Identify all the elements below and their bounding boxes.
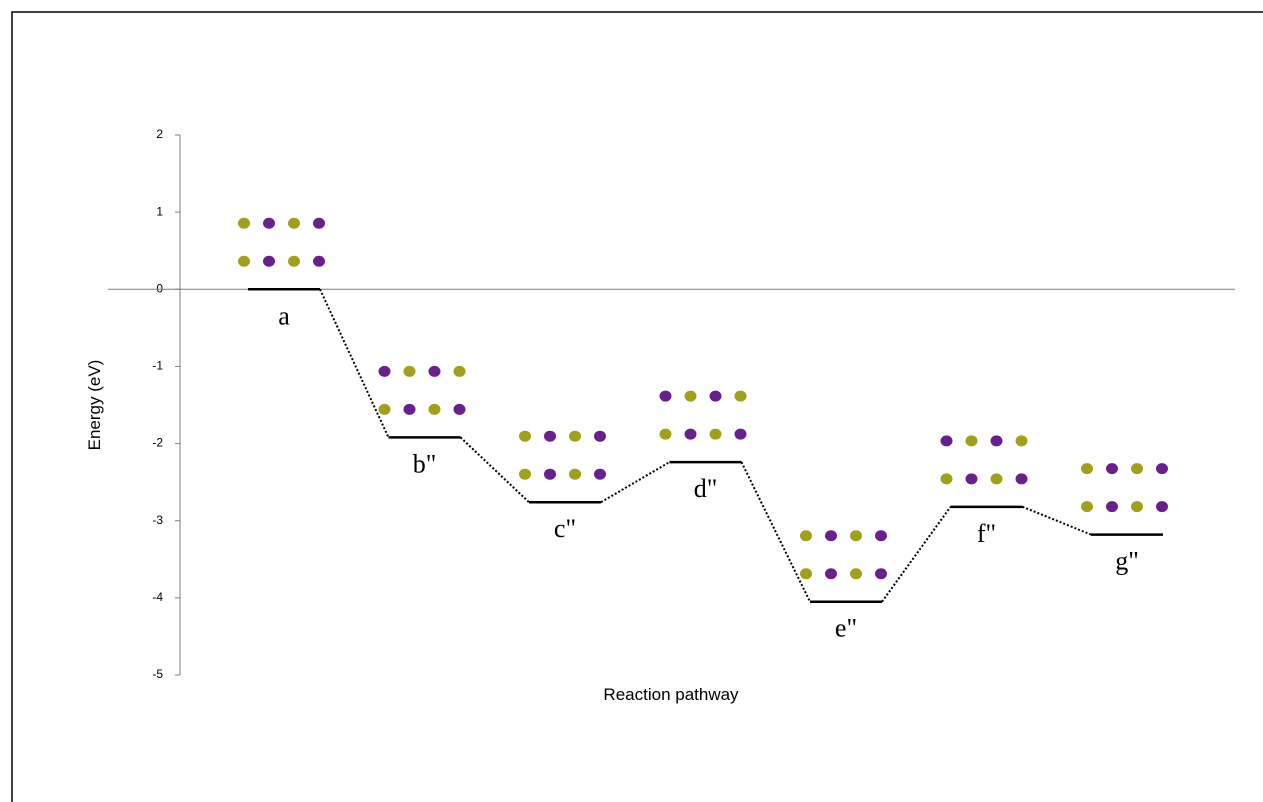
atom [403,403,416,415]
frame [11,11,1263,802]
atom [263,217,275,229]
atom [734,428,747,440]
atom [709,428,722,440]
atom [519,430,531,442]
atom [940,473,953,485]
atom [594,468,606,480]
atom [825,530,837,542]
y-axis-label: Energy (eV) [85,360,104,451]
atom [850,530,862,542]
y-tick-label: -3 [152,513,163,527]
atom [875,568,887,580]
y-tick-label: -2 [152,436,163,450]
atom [1081,501,1093,513]
atom [1131,463,1143,475]
atom [734,390,747,402]
atom [940,435,953,447]
atom [850,568,862,580]
atom [659,428,672,440]
atom [569,430,581,442]
atom [709,390,722,402]
connector [459,436,530,503]
connector [740,461,811,603]
atom [544,430,556,442]
y-tick-label: 1 [156,204,163,218]
atom [428,403,441,415]
atom [288,217,300,229]
level-label: b" [413,449,437,478]
atom [965,473,978,485]
atom [428,365,441,377]
atom [1106,501,1118,513]
atom [453,403,466,415]
atom [1081,463,1093,475]
level-label: e" [835,614,857,643]
atom [313,217,325,229]
atom [544,468,556,480]
atom [238,255,250,267]
x-axis-label: Reaction pathway [603,685,739,704]
atom [569,468,581,480]
atom [684,390,697,402]
atom [1156,463,1168,475]
atom [313,255,325,267]
level-label: d" [694,474,718,503]
atom [1106,463,1118,475]
atom [288,255,300,267]
atom [1131,501,1143,513]
level-label: f" [977,519,996,548]
level-label: c" [554,514,576,543]
atom [990,473,1003,485]
atom [875,530,887,542]
atom [1015,435,1028,447]
connector [881,506,952,603]
y-tick-label: 2 [156,127,163,141]
atom [990,435,1003,447]
atom [263,255,275,267]
connector [319,288,390,438]
connector [1022,505,1092,536]
atom [594,430,606,442]
atom [1156,501,1168,513]
atom [453,365,466,377]
atom [238,217,250,229]
atom [965,435,978,447]
atom [800,568,812,580]
atom [1015,473,1028,485]
level-label: a [278,301,290,330]
atom [800,530,812,542]
atom [378,365,391,377]
atom [403,365,416,377]
atom [684,428,697,440]
y-tick-label: -5 [152,667,163,681]
y-tick-label: -1 [152,359,163,373]
atom [378,403,391,415]
y-tick-label: -4 [152,590,163,604]
atom [519,468,531,480]
level-label: g" [1115,547,1139,576]
connector [600,461,671,504]
atom [825,568,837,580]
atom [659,390,672,402]
y-tick-label: 0 [156,281,163,295]
